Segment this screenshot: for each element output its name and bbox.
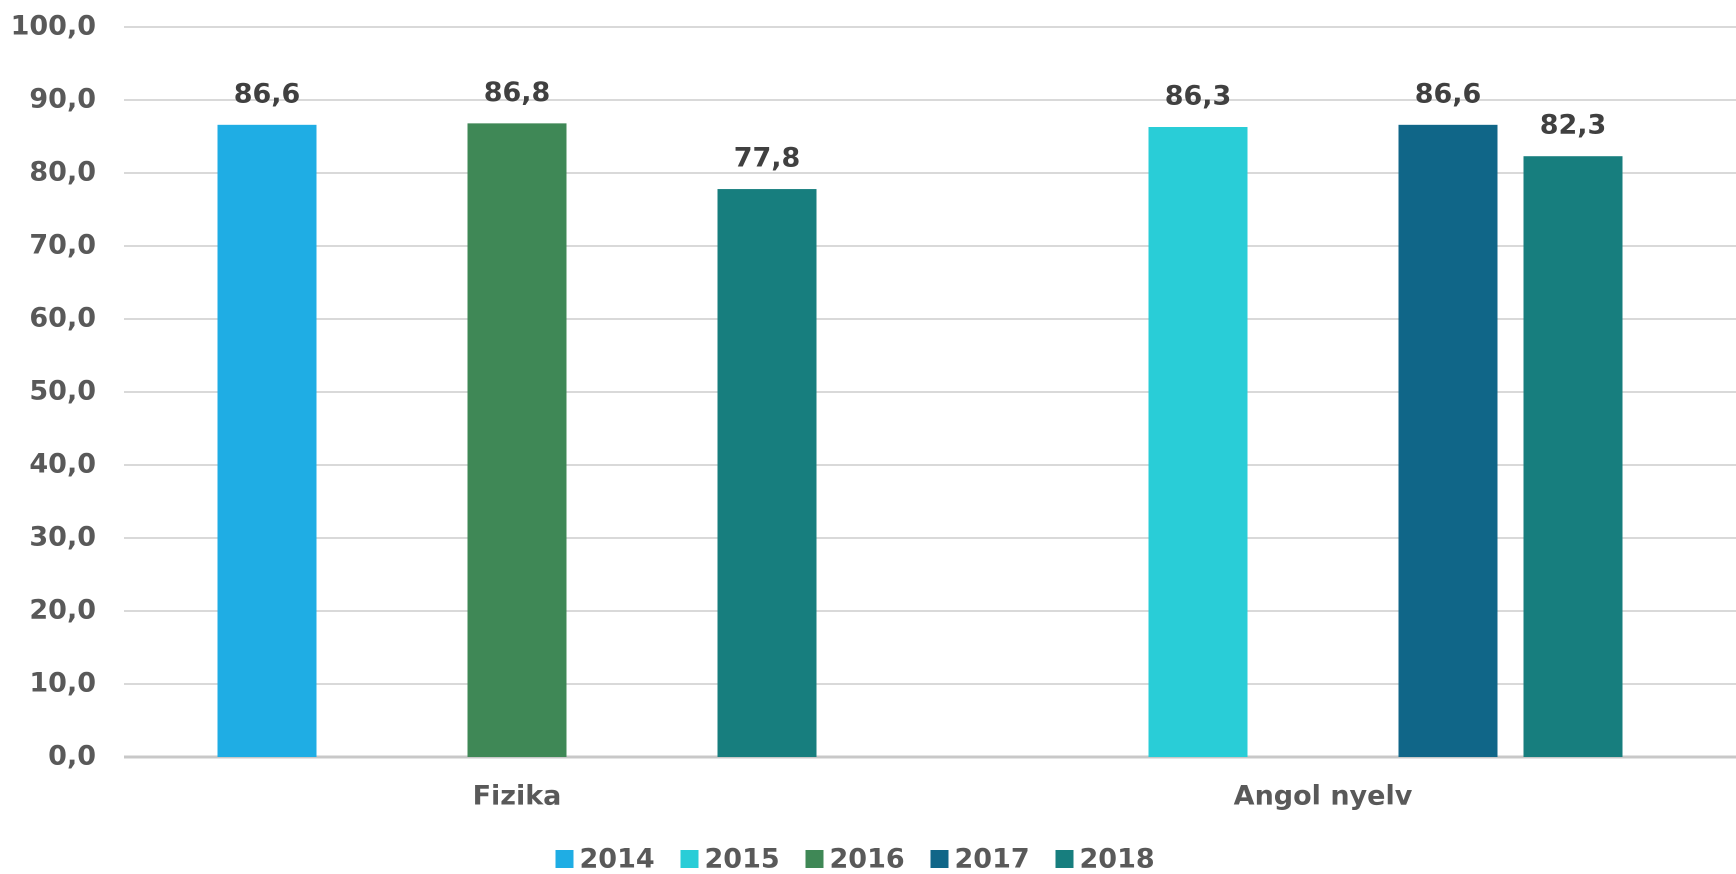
y-tick-label: 10,0 [29,668,96,699]
legend-swatch [555,850,574,868]
data-label: 86,3 [1165,81,1232,112]
legend-label: 2015 [705,844,780,874]
y-tick-label: 60,0 [29,303,96,334]
legend-swatch [680,850,699,868]
legend-label: 2018 [1080,844,1155,874]
y-tick-label: 100,0 [11,11,96,42]
bar [1398,124,1498,757]
data-label: 86,6 [234,78,301,109]
y-tick-label: 30,0 [29,522,96,553]
legend-swatch [1055,850,1074,868]
legend-label: 2014 [580,844,655,874]
legend-label: 2017 [955,844,1030,874]
data-label: 77,8 [734,143,801,174]
legend-swatch [930,850,949,868]
y-tick-label: 40,0 [29,449,96,480]
legend-label: 2016 [830,844,905,874]
data-label: 86,8 [484,77,551,108]
x-tick-label: Angol nyelv [1234,781,1413,812]
y-tick-label: 70,0 [29,230,96,261]
bar [1148,127,1248,757]
y-tick-label: 50,0 [29,376,96,407]
data-label: 82,3 [1540,110,1607,141]
y-tick-label: 80,0 [29,157,96,188]
bar [1523,156,1623,757]
x-tick-label: Fizika [473,781,562,812]
legend-swatch [805,850,824,868]
y-tick-label: 20,0 [29,595,96,626]
bar [717,189,817,757]
data-label: 86,6 [1415,78,1482,109]
y-tick-label: 90,0 [29,84,96,115]
y-tick-label: 0,0 [48,741,96,772]
bar [467,123,567,758]
bar [217,124,317,757]
